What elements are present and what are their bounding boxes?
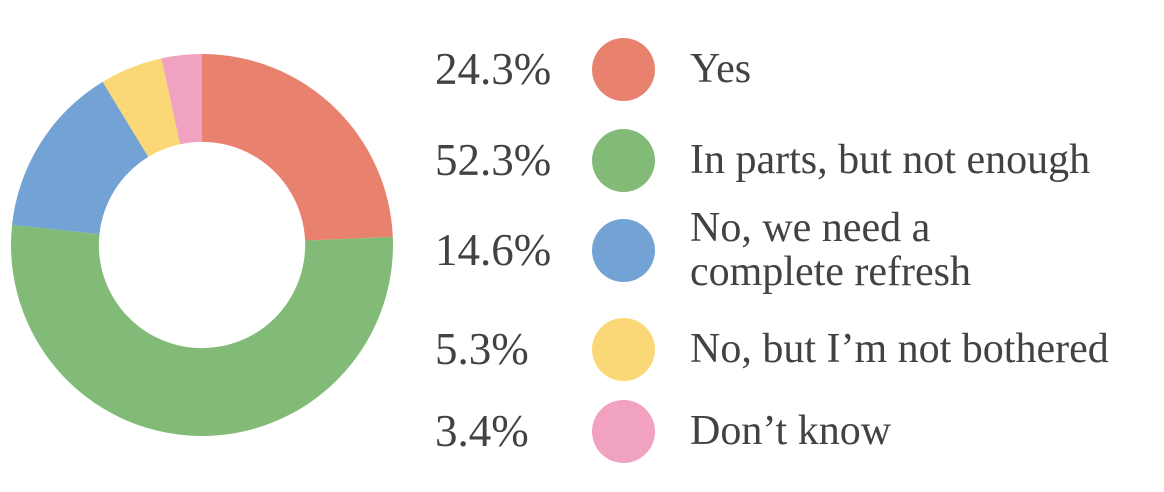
legend-percent: 52.3% [435,135,552,185]
legend-percent: 3.4% [435,406,529,456]
legend-label-line: No, but I’m not bothered [690,326,1109,372]
legend-swatch-dont-know-icon [592,399,655,463]
legend-label: Don’t know [690,409,891,453]
donut-segment-4 [161,54,202,145]
legend-label-line: complete refresh [690,249,972,295]
donut-segment-3 [102,58,181,157]
legend-label-line: Yes [690,46,752,92]
legend: 24.3% Yes 52.3% In parts, but not enough… [435,0,1164,492]
legend-percent: 5.3% [435,324,529,374]
legend-swatch-yes-icon [592,37,655,101]
donut-chart [11,54,393,436]
legend-label-line: In parts, but not enough [690,137,1091,183]
legend-label: Yes [690,47,751,91]
legend-label: No, we need a complete refresh [690,206,971,294]
legend-swatch-not-bothered-icon [592,317,655,381]
donut-segment-1 [11,224,393,436]
legend-label-line: Don’t know [690,408,892,454]
donut-segment-2 [12,81,149,235]
legend-label: In parts, but not enough [690,138,1090,182]
donut-segment-0 [202,54,393,241]
legend-swatch-in-parts-icon [592,128,655,192]
legend-swatch-complete-refresh-icon [592,218,655,282]
legend-label: No, but I’m not bothered [690,327,1109,371]
legend-label-line: No, we need a [690,205,931,251]
legend-percent: 14.6% [435,225,552,275]
legend-percent: 24.3% [435,44,552,94]
